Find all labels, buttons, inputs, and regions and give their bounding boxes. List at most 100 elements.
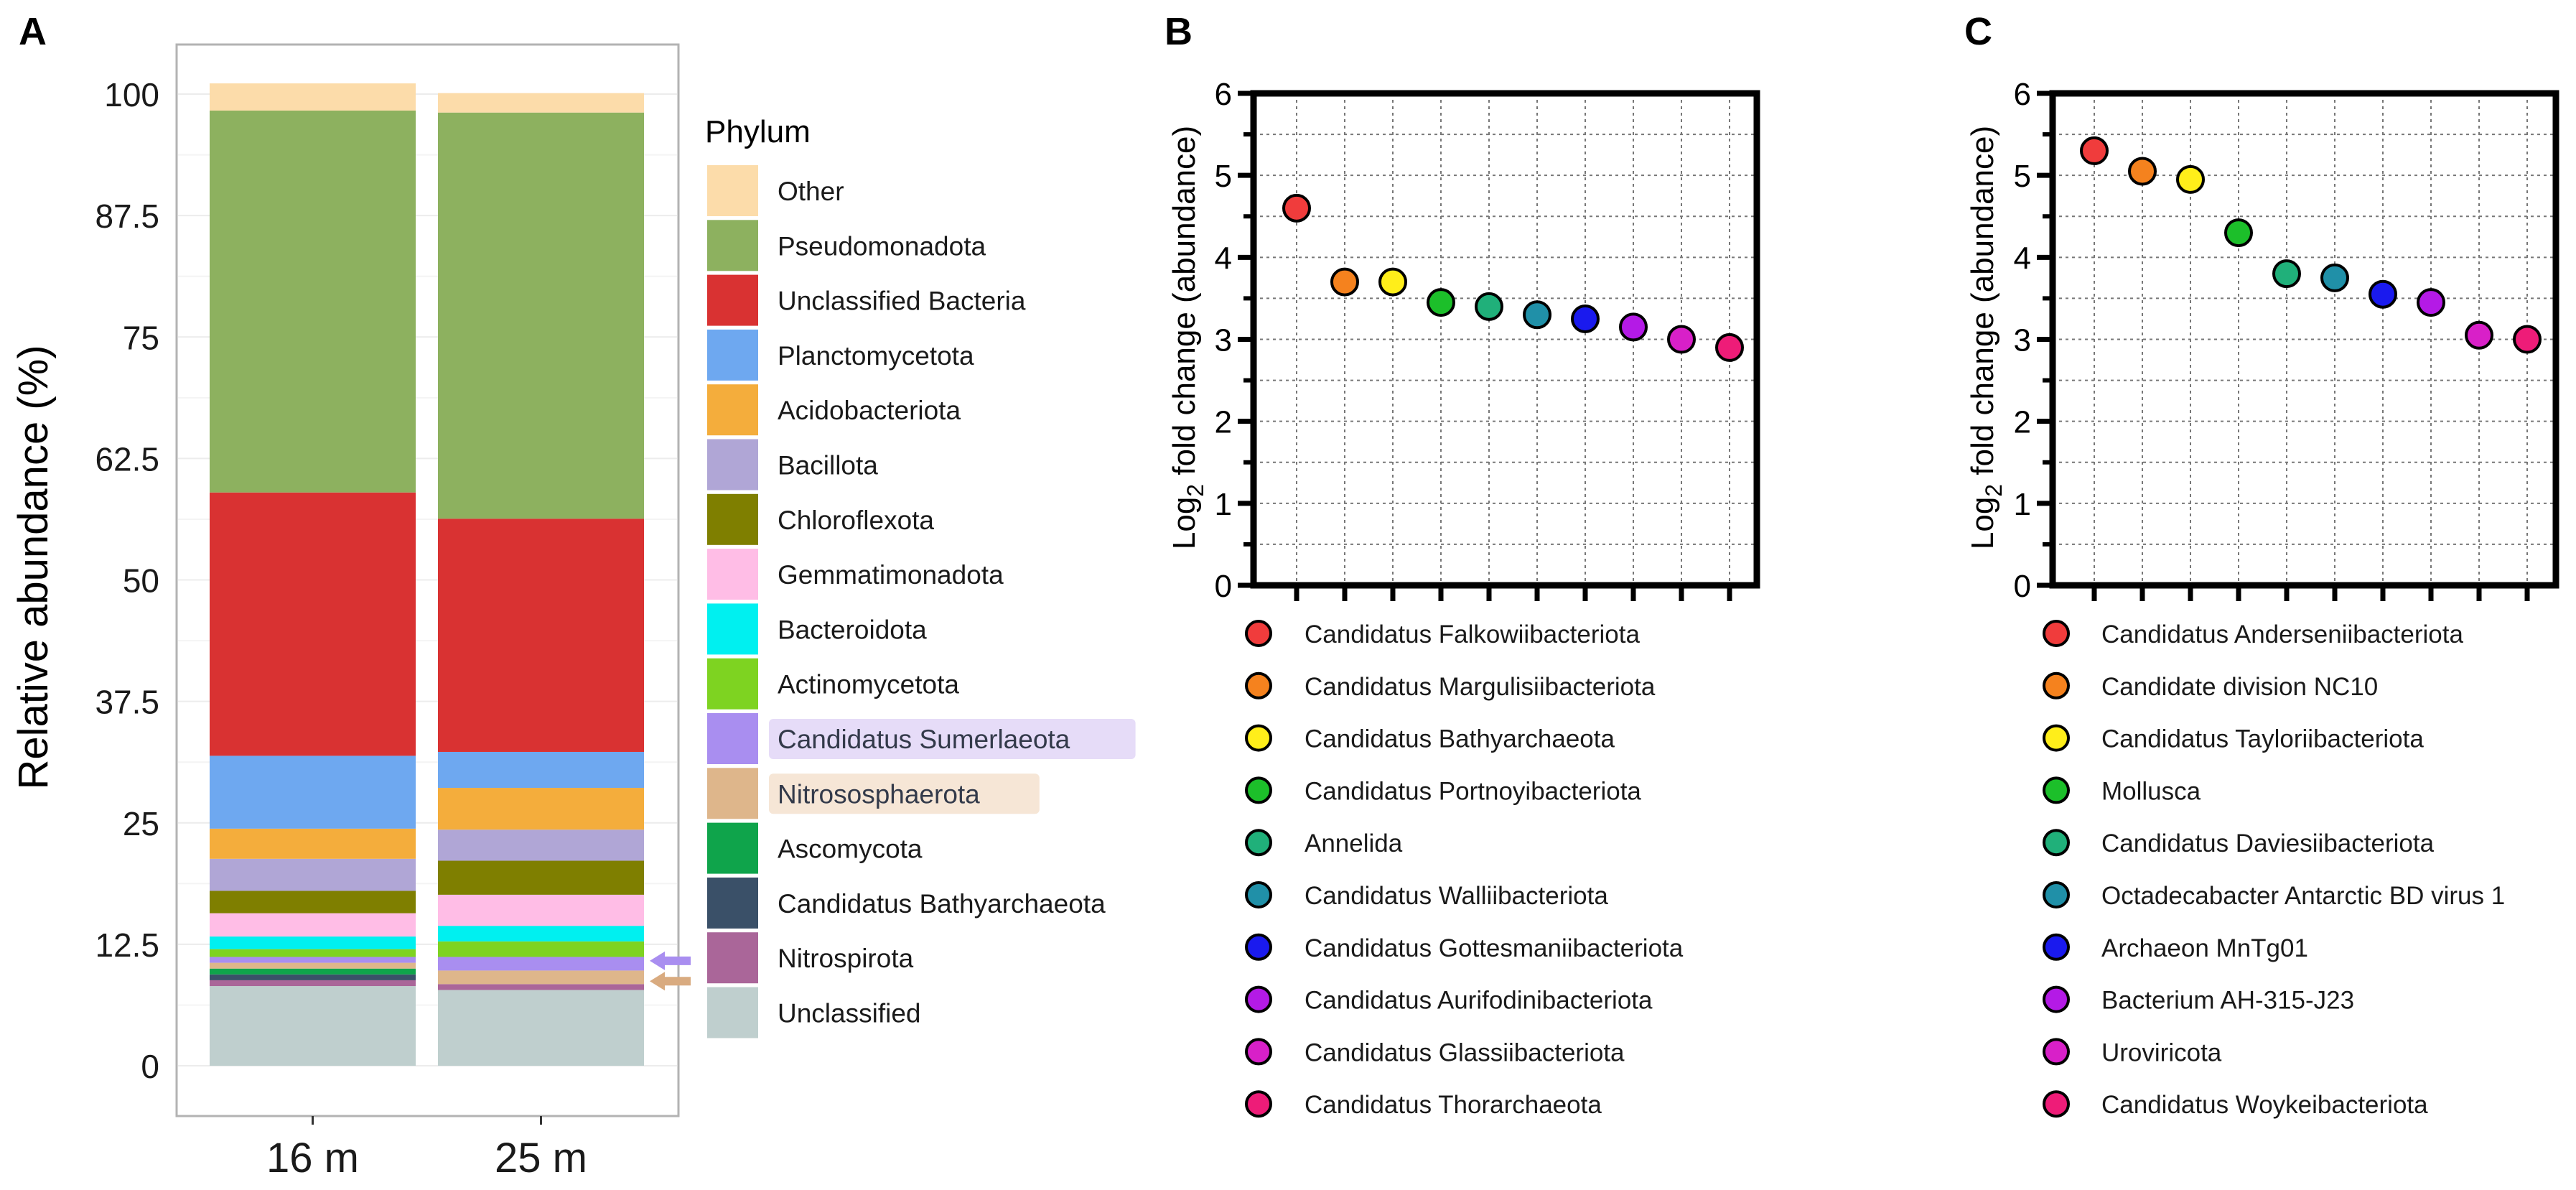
point-bacterium-ah-315-j23 bbox=[2417, 288, 2445, 317]
legend-label-chloroflexota: Chloroflexota bbox=[778, 506, 934, 535]
legend-marker-annelida bbox=[1245, 829, 1272, 857]
panel-label-b: B bbox=[1165, 10, 1193, 53]
legend-label-candidatus-bathyarchaeota: Candidatus Bathyarchaeota bbox=[778, 889, 1106, 919]
legend-marker-mollusca bbox=[2043, 776, 2070, 804]
point-mollusca bbox=[2224, 218, 2253, 248]
y-tick-label: 87.5 bbox=[95, 197, 159, 235]
legend-swatch-bacteroidota bbox=[707, 603, 758, 655]
legend-swatch-other bbox=[707, 165, 758, 216]
legend-label-uroviricota: Uroviricota bbox=[2101, 1038, 2222, 1066]
legend-label-gemmatimonadota: Gemmatimonadota bbox=[778, 560, 1004, 590]
bar-segment-16-m-gemmatimonadota bbox=[210, 913, 416, 937]
legend-swatch-unclassified bbox=[707, 987, 758, 1038]
y-tick-label: 37.5 bbox=[95, 684, 159, 721]
legend-label-candidatus-portnoyibacteriota: Candidatus Portnoyibacteriota bbox=[1305, 777, 1641, 805]
bar-segment-16-m-candidatus-bathyarchaeota bbox=[210, 974, 416, 980]
panel-a-plot-frame bbox=[175, 43, 680, 1117]
bar-segment-25-m-gemmatimonadota bbox=[438, 894, 644, 926]
bar-segment-25-m-actinomycetota bbox=[438, 941, 644, 957]
y-tick-label: 6 bbox=[2014, 77, 2031, 112]
panel-a-y-axis-label: Relative abundance (%) bbox=[10, 345, 57, 789]
bar-segment-16-m-other bbox=[210, 83, 416, 111]
y-tick-label: 5 bbox=[1215, 159, 1232, 194]
y-tick-label: 2 bbox=[2014, 405, 2031, 440]
bar-segment-16-m-bacteroidota bbox=[210, 936, 416, 949]
panel-b-points bbox=[1282, 193, 1744, 362]
panel-a-x-axis: 16 m 25 m bbox=[266, 1116, 587, 1181]
legend-marker-candidatus-bathyarchaeota bbox=[1245, 724, 1272, 752]
point-candidatus-margulisiibacteriota bbox=[1330, 267, 1359, 297]
y-tick-label: 100 bbox=[104, 76, 159, 113]
legend-swatch-gemmatimonadota bbox=[707, 549, 758, 600]
bar-segment-25-m-acidobacteriota bbox=[438, 788, 644, 830]
legend-label-candidatus-bathyarchaeota: Candidatus Bathyarchaeota bbox=[1305, 725, 1615, 753]
legend-label-candidatus-glassiibacteriota: Candidatus Glassiibacteriota bbox=[1305, 1038, 1625, 1066]
legend-marker-octadecabacter-antarctic-bd-virus-1 bbox=[2043, 881, 2070, 908]
point-annelida bbox=[1475, 292, 1503, 321]
legend-highlight-nitrososphaerota bbox=[769, 773, 1040, 814]
y-tick-label: 3 bbox=[2014, 323, 2031, 358]
legend-marker-candidatus-margulisiibacteriota bbox=[1245, 671, 1272, 699]
y-tick-label: 0 bbox=[141, 1048, 159, 1085]
y-tick-label: 75 bbox=[123, 319, 159, 356]
y-tick-label: 50 bbox=[123, 562, 159, 600]
legend-label-candidatus-tayloriibacteriota: Candidatus Tayloriibacteriota bbox=[2101, 725, 2424, 753]
panel-a-y-axis: 0 12.5 25 37.5 50 62.5 75 87.5 100 bbox=[95, 76, 159, 1085]
legend-label-candidate-division-nc10: Candidate division NC10 bbox=[2101, 673, 2378, 701]
legend-marker-candidatus-daviesiibacteriota bbox=[2043, 829, 2070, 857]
legend-label-unclassified-bacteria: Unclassified Bacteria bbox=[778, 287, 1026, 316]
legend-label-annelida: Annelida bbox=[1305, 829, 1403, 857]
y-tick-label: 4 bbox=[2014, 241, 2031, 276]
bar-segment-16-m-unclassified bbox=[210, 986, 416, 1066]
legend-marker-candidatus-thorarchaeota bbox=[1245, 1090, 1272, 1118]
panel-b-axes: 0 1 2 3 4 5 6 bbox=[1215, 77, 1760, 604]
y-tick-label: 0 bbox=[2014, 569, 2031, 604]
bar-segment-16-m-candidatus-sumerlaeota bbox=[210, 957, 416, 963]
legend-swatch-ascomycota bbox=[707, 822, 758, 874]
point-candidatus-walliibacteriota bbox=[1523, 300, 1551, 330]
legend-marker-uroviricota bbox=[2043, 1038, 2070, 1066]
panel-label-a: A bbox=[19, 10, 47, 53]
bar-segment-25-m-bacteroidota bbox=[438, 926, 644, 942]
legend-marker-candidate-division-nc10 bbox=[2043, 671, 2070, 699]
legend-swatch-acidobacteriota bbox=[707, 384, 758, 436]
panel-b-scatter-chart: 0 1 2 3 4 5 6 Log2 fold change (abundance) Can… bbox=[1167, 77, 1760, 1119]
legend-label-candidatus-gottesmaniibacteriota: Candidatus Gottesmaniibacteriota bbox=[1305, 934, 1684, 962]
legend-label-candidatus-daviesiibacteriota: Candidatus Daviesiibacteriota bbox=[2101, 829, 2435, 857]
point-candidatus-gottesmaniibacteriota bbox=[1571, 304, 1600, 333]
legend-label-candidatus-sumerlaeota: Candidatus Sumerlaeota bbox=[778, 725, 1070, 754]
y-tick-label: 3 bbox=[1215, 323, 1232, 358]
point-candidatus-falkowiibacteriota bbox=[1282, 193, 1311, 223]
point-archaeon-mntg01 bbox=[2369, 279, 2397, 309]
legend-label-candidatus-walliibacteriota: Candidatus Walliibacteriota bbox=[1305, 882, 1608, 910]
legend-label-bacterium-ah-315-j23: Bacterium AH-315-J23 bbox=[2101, 987, 2354, 1015]
y-tick-label: 25 bbox=[123, 805, 159, 842]
bar-segment-16-m-chloroflexota bbox=[210, 891, 416, 914]
bar-segment-25-m-pseudomonadota bbox=[438, 112, 644, 519]
panel-c-y-axis-label: Log2 fold change (abundance) bbox=[1965, 126, 2007, 549]
bar-segment-16-m-acidobacteriota bbox=[210, 828, 416, 859]
legend-label-candidatus-anderseniibacteriota: Candidatus Anderseniibacteriota bbox=[2101, 620, 2463, 649]
legend-label-pseudomonadota: Pseudomonadota bbox=[778, 231, 986, 261]
bar-segment-16-m-nitrososphaerota bbox=[210, 962, 416, 969]
arrow-candidatus-sumerlaeota bbox=[650, 951, 691, 970]
legend-label-candidatus-thorarchaeota: Candidatus Thorarchaeota bbox=[1305, 1091, 1602, 1119]
panel-b-y-axis-label: Log2 fold change (abundance) bbox=[1167, 126, 1208, 549]
point-candidatus-anderseniibacteriota bbox=[2080, 136, 2109, 165]
point-candidatus-tayloriibacteriota bbox=[2176, 164, 2205, 194]
bar-segment-16-m-planctomycetota bbox=[210, 756, 416, 829]
legend-label-candidatus-margulisiibacteriota: Candidatus Margulisiibacteriota bbox=[1305, 673, 1656, 701]
bar-segment-16-m-bacillota bbox=[210, 858, 416, 891]
y-tick-label: 6 bbox=[1215, 77, 1232, 112]
legend-label-candidatus-woykeibacteriota: Candidatus Woykeibacteriota bbox=[2101, 1091, 2428, 1119]
panel-a-legend: Other Pseudomonadota Unclassified Bacteria… bbox=[707, 165, 1136, 1038]
y-tick-label: 5 bbox=[2014, 159, 2031, 194]
legend-label-planctomycetota: Planctomycetota bbox=[778, 341, 974, 371]
bar-segment-16-m-pseudomonadota bbox=[210, 111, 416, 493]
bar-segment-25-m-other bbox=[438, 93, 644, 113]
legend-swatch-pseudomonadota bbox=[707, 220, 758, 271]
legend-marker-candidatus-aurifodinibacteriota bbox=[1245, 985, 1272, 1013]
point-candidatus-woykeibacteriota bbox=[2513, 325, 2542, 354]
panel-c-legend: Candidatus Anderseniibacteriota Candidate… bbox=[2043, 620, 2505, 1119]
legend-label-nitrospirota: Nitrospirota bbox=[778, 944, 914, 973]
